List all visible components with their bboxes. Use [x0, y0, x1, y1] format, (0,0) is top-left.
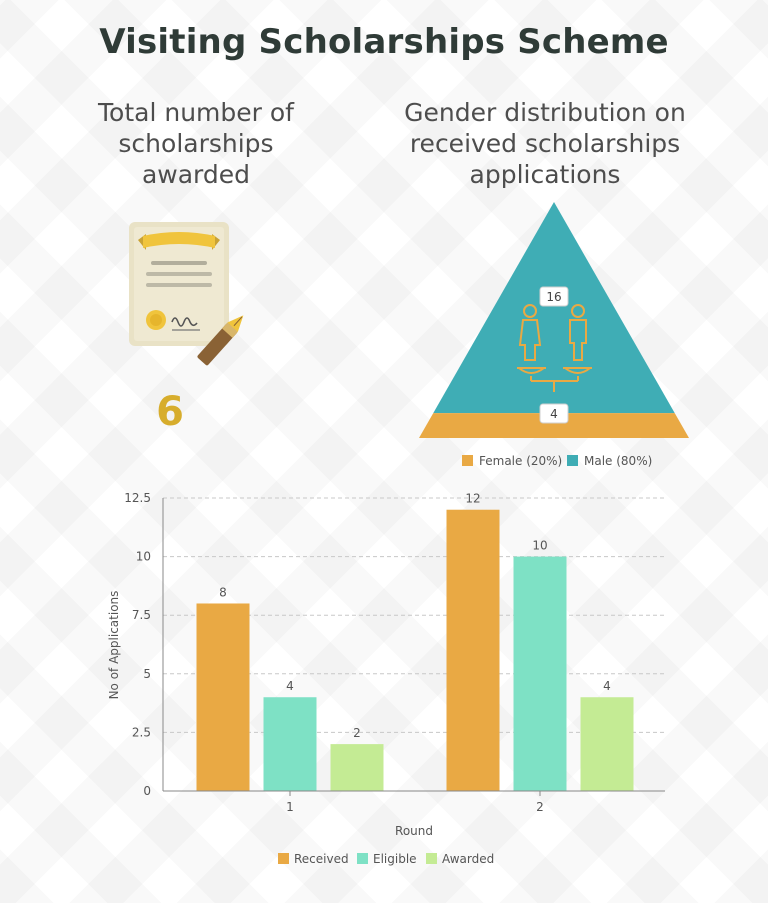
- y-tick-label: 7.5: [132, 608, 151, 622]
- pyramid-label-female-box: [539, 403, 569, 424]
- bar-value-label: 12: [465, 492, 480, 506]
- total-awarded-value: 6: [156, 389, 184, 435]
- bar-legend-label: Received: [294, 852, 349, 866]
- bar-value-label: 4: [603, 679, 611, 693]
- pyramid-legend-swatch: [462, 455, 473, 466]
- bar-legend-label: Awarded: [442, 852, 494, 866]
- pyramid-label-male: 16: [539, 286, 569, 307]
- y-tick-label: 2.5: [132, 725, 151, 739]
- bar-value-label: 2: [353, 726, 361, 740]
- x-axis-title: Round: [395, 824, 433, 838]
- bar-legend-swatch: [278, 853, 289, 864]
- page-title: Visiting Scholarships Scheme: [99, 22, 669, 62]
- bar-eligible: [263, 697, 317, 791]
- gender-heading-line: Gender distribution on: [404, 98, 686, 127]
- y-axis-title: No of Applications: [107, 591, 121, 700]
- bar-value-label: 4: [286, 679, 294, 693]
- gender-scale-icon: [517, 304, 592, 392]
- bar-value-label: 8: [219, 585, 227, 599]
- awarded-heading-line: awarded: [141, 160, 251, 189]
- bar-legend-swatch: [357, 853, 368, 864]
- gender-heading-line: applications: [469, 160, 621, 189]
- bar-received: [446, 509, 500, 791]
- bar-legend-label: Eligible: [373, 852, 417, 866]
- bar-value-label: 10: [532, 539, 547, 553]
- awarded-heading: Total number of scholarships awarded: [62, 97, 330, 190]
- bar-awarded: [330, 744, 384, 791]
- gender-heading: Gender distribution on received scholars…: [365, 97, 725, 190]
- y-tick-label: 5: [143, 667, 151, 681]
- pyramid-label-female: 4: [539, 403, 569, 424]
- pyramid-legend-label: Female (20%): [479, 454, 562, 468]
- pyramid-label-male-text: 16: [546, 290, 561, 304]
- pyramid-segment-male: [433, 202, 675, 414]
- pyramid-label-male-box: [539, 286, 569, 307]
- pyramid-legend-swatch: [567, 455, 578, 466]
- bar-awarded: [580, 697, 634, 791]
- x-tick-label: 1: [286, 800, 294, 814]
- bar-eligible: [513, 556, 567, 791]
- pyramid-segment-female: [419, 413, 689, 438]
- bar-received: [196, 603, 250, 791]
- y-tick-label: 12.5: [124, 491, 151, 505]
- y-tick-label: 10: [136, 550, 151, 564]
- awarded-heading-line: Total number of: [98, 98, 294, 127]
- y-tick-label: 0: [143, 784, 151, 798]
- pyramid-label-female-text: 4: [550, 407, 558, 421]
- x-tick-label: 2: [536, 800, 544, 814]
- gender-heading-line: received scholarships: [409, 129, 681, 158]
- awarded-heading-line: scholarships: [118, 129, 274, 158]
- pyramid-legend-label: Male (80%): [584, 454, 652, 468]
- bar-legend-swatch: [426, 853, 437, 864]
